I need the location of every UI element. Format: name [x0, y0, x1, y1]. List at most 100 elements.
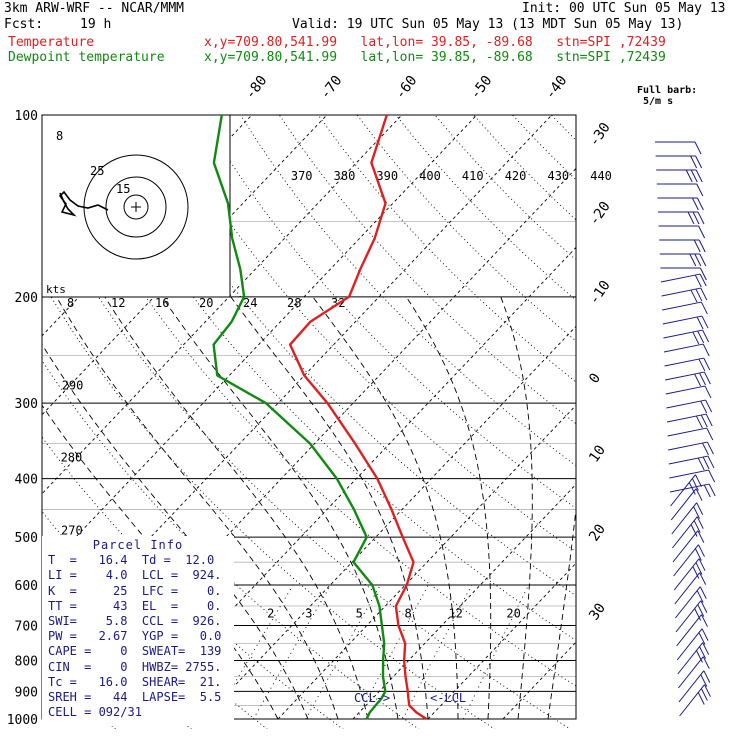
- wind-barb-staff: [670, 488, 697, 521]
- wind-barb-flag: [690, 524, 698, 537]
- wind-barb-flag: [693, 506, 701, 519]
- wind-barb-flag: [708, 469, 716, 483]
- wind-barb-flag: [694, 274, 702, 288]
- wind-barb-flag: [701, 315, 709, 329]
- parcel-info-row: TT = 43 EL = 0.: [48, 598, 222, 613]
- wind-barb-staff: [666, 413, 707, 423]
- wind-barb-staff: [675, 586, 701, 619]
- pressure-tick-label: 900: [15, 685, 38, 700]
- hodograph-trace: [58, 190, 109, 217]
- dry-adiabat: [42, 195, 572, 729]
- isotherm-line: [502, 641, 576, 720]
- hodograph-ring-label: 25: [90, 164, 104, 178]
- wind-barb-flag: [692, 566, 700, 579]
- hodograph-ring: [105, 176, 167, 238]
- wind-barb-flag: [695, 288, 703, 302]
- wind-barb-flag: [697, 330, 705, 344]
- theta-label: 270: [61, 524, 83, 538]
- pressure-tick-label: 400: [15, 473, 38, 488]
- pressure-tick-label: 800: [15, 654, 38, 669]
- hodograph-scale-label: 28: [287, 296, 301, 310]
- wind-barb-staff: [665, 371, 705, 381]
- wind-barb-flag: [703, 371, 711, 385]
- wind-barb-staff: [662, 301, 702, 311]
- ccl-annotation: CCL->: [354, 691, 390, 705]
- wind-barb-flag: [704, 385, 712, 399]
- wind-barb-staff: [670, 474, 696, 507]
- wind-barb-flag: [695, 155, 703, 169]
- wind-barb-staff: [674, 572, 701, 605]
- wind-barb-flag: [702, 329, 710, 343]
- theta-label: 280: [61, 451, 83, 465]
- wind-barb-flag: [699, 267, 707, 281]
- pressure-tick-label: 600: [15, 579, 38, 594]
- wind-barb-flag: [696, 197, 704, 211]
- isotherm-tick-label: 30: [586, 600, 609, 623]
- wind-barb-flag: [702, 343, 710, 357]
- model-title: 3km ARW-WRF -- NCAR/MMM: [4, 1, 185, 16]
- wind-barb-flag: [696, 183, 704, 197]
- dry-adiabat: [201, 115, 576, 509]
- wind-barb-flag: [690, 155, 698, 169]
- moist-adiabat: [547, 505, 576, 720]
- wind-barb-flag: [692, 331, 700, 345]
- isotherm-line: [42, 115, 403, 495]
- wind-barb-staff: [676, 614, 702, 647]
- temperature-legend-meta: x,y=709.80,541.99 lat,lon= 39.85, -89.68…: [204, 35, 666, 50]
- wind-barb-flag: [697, 604, 705, 617]
- wind-barbs: [655, 141, 716, 717]
- moist-adiabat: [500, 296, 533, 720]
- moist-adiabat: [42, 343, 309, 720]
- parcel-info-row: SWI= 5.8 CCL = 926.: [48, 614, 222, 629]
- parcel-info-row: CIN = 0 HWBZ= 2755.: [48, 659, 222, 674]
- valid-time: Valid: 19 UTC Sun 05 May 13 (13 MDT Sun …: [292, 17, 684, 32]
- wind-barb-staff: [663, 343, 704, 353]
- wind-barb-flag: [693, 239, 701, 253]
- hodograph-units-label: kts: [46, 283, 66, 296]
- init-time: Init: 00 UTC Sun 05 May 13: [522, 1, 726, 16]
- mixing-ratio-line: [462, 584, 530, 720]
- isotherm-tick-label: -30: [586, 120, 614, 150]
- wind-barb-staff: [672, 516, 698, 549]
- wind-barb-staff: [677, 642, 704, 675]
- pressure-tick-label: 200: [15, 291, 38, 306]
- sounding-trace: [288, 115, 428, 721]
- wind-barb-flag: [705, 399, 713, 413]
- wind-barb-flag: [700, 600, 708, 613]
- wind-barb-flag: [691, 478, 699, 491]
- parcel-info-row: PW = 2.67 YGP = 0.0: [48, 629, 222, 644]
- wind-barb-flag: [703, 357, 711, 371]
- isotherm-tick-label: 20: [586, 521, 609, 544]
- wind-barb-staff: [664, 357, 704, 367]
- wind-barb-staff: [678, 656, 704, 689]
- dry-adiabat: [317, 115, 576, 383]
- dry-adiabat: [42, 280, 496, 729]
- wind-barb-flag: [698, 225, 706, 239]
- wind-barb-flag: [691, 197, 699, 211]
- wind-barb-staff: [668, 455, 709, 465]
- isotherm-tick-label: -60: [392, 73, 420, 103]
- parcel-info-panel: Parcel Info T = 16.4 Td = 12.0 LI = 4.0 …: [42, 536, 234, 726]
- wind-barb-flag: [702, 656, 710, 669]
- wind-barb-staff: [673, 544, 699, 577]
- wind-barb-flag: [698, 358, 706, 372]
- mixing-ratio-label: 8: [404, 607, 411, 621]
- wind-barb-flag: [696, 502, 704, 515]
- wind-barb-staff: [676, 628, 703, 661]
- dry-adiabat: [550, 115, 576, 141]
- chart-annotations: Full barb:5/m s CCL-> <-LCL: [354, 85, 697, 705]
- hodograph: 8 25 15 kts: [41, 114, 231, 298]
- dewpoint-legend-meta: x,y=709.80,541.99 lat,lon= 39.85, -89.68…: [204, 50, 666, 65]
- wind-barb-flag: [701, 614, 708, 627]
- mixing-ratio-line: [356, 584, 429, 720]
- wind-barb-staff: [667, 427, 707, 437]
- hodograph-scale-label: 8: [67, 296, 74, 310]
- wind-barb-flag: [701, 628, 709, 641]
- wind-barb-flag: [697, 457, 705, 471]
- wind-barb-staff: [665, 385, 706, 395]
- mixing-ratio-label: 5: [356, 607, 363, 621]
- sounding-traces: [212, 115, 428, 721]
- theta-label: 370: [291, 169, 313, 183]
- wind-barb-flag: [698, 544, 705, 557]
- wind-barb-flag: [699, 572, 707, 585]
